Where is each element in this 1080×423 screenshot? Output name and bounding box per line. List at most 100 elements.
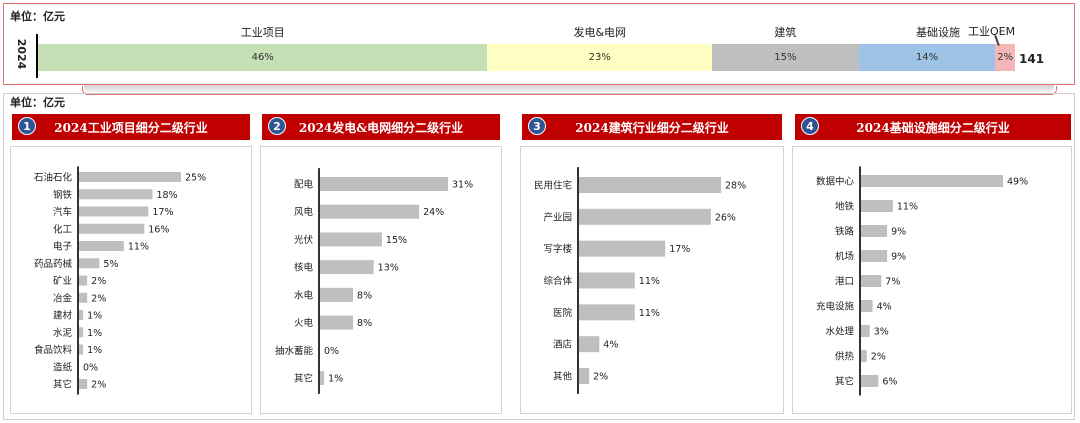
bar: [79, 189, 153, 200]
bar: [861, 350, 867, 362]
year-axis-label: 2024: [14, 38, 28, 70]
bar: [79, 275, 88, 286]
category-label: 充电设施: [816, 301, 855, 313]
value-label: 31%: [452, 180, 473, 191]
category-label: 配电: [294, 179, 314, 191]
panel-number-badge: 1: [18, 117, 36, 135]
value-label: 3%: [874, 327, 889, 338]
bar: [579, 177, 721, 193]
value-label: 4%: [877, 302, 892, 313]
bar: [861, 225, 888, 237]
value-label: 1%: [87, 345, 102, 356]
category-label: 写字楼: [543, 243, 572, 255]
segment-name-label: 工业项目: [240, 26, 285, 39]
panel-infrastructure: 数据中心 49% 地铁 11% 铁路 9% 机场 9% 港口 7% 充电设施 4% 水处理 3% 供热 2% 其…: [792, 146, 1072, 414]
value-label: 16%: [148, 224, 169, 235]
category-label: 综合体: [543, 275, 572, 287]
panel-number-badge: 4: [801, 117, 819, 135]
bar: [579, 272, 635, 289]
panel-power: 配电 31% 风电 24% 光伏 15% 核电 13% 水电 8% 火电 8% 抽水蓄能 0% 其它 1%: [260, 146, 502, 414]
oem-segment-name: 工业OEM: [968, 25, 1016, 38]
bar: [861, 300, 873, 312]
bar: [579, 368, 590, 384]
value-label: 7%: [885, 277, 900, 288]
value-label: 9%: [891, 227, 906, 238]
category-label: 数据中心: [816, 176, 855, 188]
value-label: 24%: [423, 207, 444, 218]
category-label: 抽水蓄能: [275, 345, 314, 357]
segment-value-label: 14%: [915, 52, 939, 63]
value-label: 11%: [897, 202, 918, 213]
value-label: 9%: [891, 252, 906, 263]
category-label: 冶金: [53, 292, 73, 304]
bar: [579, 240, 666, 257]
value-label: 15%: [386, 235, 407, 246]
category-label: 火电: [294, 317, 314, 329]
value-label: 25%: [185, 173, 206, 184]
category-label: 其它: [294, 373, 313, 385]
bar: [861, 250, 888, 262]
bar: [861, 275, 882, 287]
industrial-bar-chart: 石油石化 25% 钢铁 18% 汽车 17% 化工 16% 电子 11% 药品药械 5% 矿业 2% 冶金 2…: [34, 166, 206, 395]
stacked-segment-seg-infrastructure: 14%: [858, 44, 996, 71]
category-label: 港口: [835, 276, 854, 288]
value-label: 2%: [593, 372, 608, 383]
segment-value-label: 2%: [997, 52, 1014, 63]
bar: [861, 325, 870, 337]
category-label: 钢铁: [53, 189, 73, 201]
category-label: 核电: [294, 262, 314, 274]
bar: [579, 208, 711, 225]
category-label: 其他: [553, 371, 573, 383]
bar: [320, 315, 354, 330]
value-label: 2%: [91, 276, 106, 287]
category-label: 水泥: [53, 327, 73, 339]
category-label: 风电: [294, 206, 314, 218]
value-label: 11%: [639, 308, 660, 319]
bar: [320, 177, 448, 191]
value-label: 6%: [882, 377, 897, 388]
bar: [579, 336, 600, 353]
bar: [79, 223, 145, 234]
value-label: 8%: [357, 290, 372, 301]
segment-value-label: 15%: [774, 52, 797, 63]
category-label: 矿业: [53, 275, 72, 287]
bottom-unit-label: 单位：亿元: [10, 96, 65, 109]
top-unit-label: 单位：亿元: [10, 10, 65, 23]
value-label: 8%: [357, 318, 372, 329]
bar: [79, 172, 181, 182]
value-label: 0%: [324, 346, 339, 357]
category-label: 水处理: [825, 326, 854, 338]
value-label: 17%: [152, 207, 173, 218]
callout-shadow: [84, 85, 1054, 92]
segment-name-label: 建筑: [774, 26, 797, 39]
bar: [79, 344, 84, 355]
category-label: 其它: [835, 376, 854, 388]
category-label: 光伏: [294, 234, 314, 246]
panel-number-badge: 2: [268, 117, 286, 135]
bar: [79, 241, 124, 251]
panel-title: 2024建筑行业细分二级行业: [575, 120, 729, 135]
value-label: 26%: [715, 212, 736, 223]
panel-title: 2024基础设施细分二级行业: [856, 120, 1010, 135]
panel-header-industrial: 1 2024工业项目细分二级行业: [12, 114, 250, 140]
callout-bracket: [82, 86, 1057, 95]
bar: [861, 200, 893, 212]
panel-building: 民用住宅 28% 产业园 26% 写字楼 17% 综合体 11% 医院 11% 酒店 4% 其他 2%: [520, 146, 784, 414]
category-label: 铁路: [835, 226, 855, 238]
bar: [861, 375, 879, 387]
segment-value-label: 46%: [251, 52, 274, 63]
bar: [79, 379, 88, 389]
stacked-segment-seg-industrial: 46%: [38, 44, 488, 71]
segment-name-label: 基础设施: [916, 26, 960, 39]
value-label: 1%: [87, 311, 102, 322]
value-label: 1%: [328, 374, 343, 385]
value-label: 0%: [83, 362, 98, 373]
segment-name-label: 发电&电网: [573, 26, 627, 39]
value-label: 2%: [91, 293, 106, 304]
stacked-segment-seg-power: 23%: [487, 44, 713, 71]
panel-header-building: 3 2024建筑行业细分二级行业: [522, 114, 782, 140]
panel-title: 2024工业项目细分二级行业: [54, 120, 208, 135]
bar: [320, 371, 325, 385]
category-label: 药品药械: [34, 258, 73, 270]
value-label: 13%: [378, 263, 399, 274]
